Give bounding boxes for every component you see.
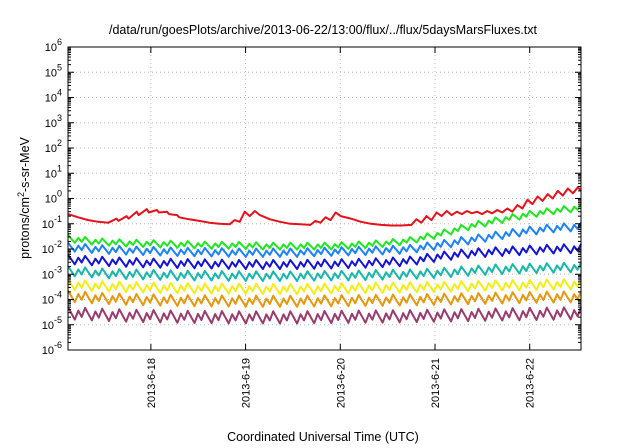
y-tick-label: 101 xyxy=(45,163,62,180)
x-axis: 2013-6-18 2013-6-19 2013-6-20 2013-6-21 2013… xyxy=(146,47,537,408)
y-axis: 10-6 10-5 10-4 10-3 10-2 10-1 100 101 102 103 104 1… xyxy=(42,37,581,357)
y-tick-label: 10-1 xyxy=(42,214,62,231)
series-blue-line xyxy=(67,243,582,270)
y-tick-label: 106 xyxy=(45,37,62,54)
series-lightblue-line xyxy=(67,221,582,258)
y-tick-label: 10-5 xyxy=(42,315,62,332)
y-tick-label: 100 xyxy=(45,189,62,206)
x-tick-label: 2013-6-22 xyxy=(525,358,537,408)
y-tick-label: 10-3 xyxy=(42,264,62,281)
x-tick-label: 2013-6-21 xyxy=(430,358,442,408)
y-tick-label: 104 xyxy=(45,88,62,105)
y-tick-label: 105 xyxy=(45,62,62,79)
y-tick-label: 10-6 xyxy=(42,340,62,357)
series-yellow-line xyxy=(67,278,582,296)
y-tick-label: 10-2 xyxy=(42,239,62,256)
x-tick-label: 2013-6-18 xyxy=(146,358,158,408)
series-teal-line xyxy=(67,261,582,282)
series-red-line xyxy=(67,186,582,227)
series-group xyxy=(67,186,582,325)
y-tick-label: 103 xyxy=(45,113,62,130)
series-green-line xyxy=(67,203,582,251)
grid xyxy=(68,47,581,350)
series-purple-line xyxy=(67,306,582,325)
x-axis-title: Coordinated Universal Time (UTC) xyxy=(227,430,419,444)
x-tick-label: 2013-6-20 xyxy=(335,358,347,408)
y-tick-label: 10-4 xyxy=(42,290,62,307)
chart-title: /data/run/goesPlots/archive/2013-06-22/1… xyxy=(109,23,538,37)
y-tick-label: 102 xyxy=(45,138,62,155)
y-axis-title: protons/cm2-s-sr-MeV xyxy=(16,136,32,258)
series-orange-line xyxy=(67,290,582,308)
x-tick-label: 2013-6-19 xyxy=(241,358,253,408)
